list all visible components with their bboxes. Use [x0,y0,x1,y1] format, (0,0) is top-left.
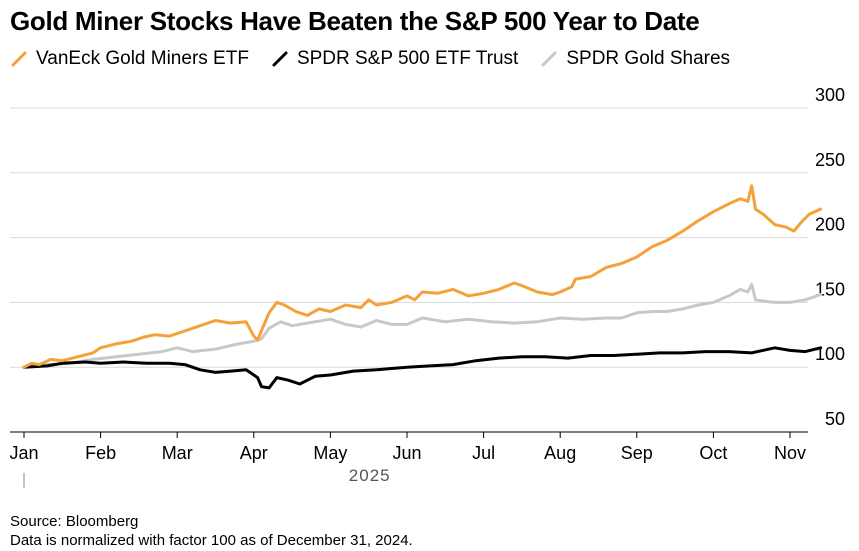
y-tick-label-200: 200 [815,215,845,235]
legend-item-gold-shares: SPDR Gold Shares [540,48,730,70]
series-line-gold-shares [22,282,823,369]
series-line-sp500 [22,346,823,390]
legend: VanEck Gold Miners ETF SPDR S&P 500 ETF … [10,46,752,72]
x-tick-label-jul: Jul [472,443,495,463]
legend-label-gold-shares: SPDR Gold Shares [566,48,731,69]
series-line-gold-miners [22,184,823,369]
x-tick-label-oct: Oct [699,443,727,463]
x-axis-year-label: 2025 [349,466,391,485]
y-tick-label-150: 150 [815,279,845,299]
x-tick-label-aug: Aug [544,443,576,463]
legend-label-gold-miners: VanEck Gold Miners ETF [36,48,249,69]
line-chart: 50 100 150 200 250 300 Jan Feb Mar Apr May Jun Jul Au… [9,85,845,488]
y-tick-label-250: 250 [815,150,845,170]
x-tick-label-may: May [313,443,347,463]
x-tick-label-sep: Sep [621,443,653,463]
legend-swatch-sp500 [272,51,288,67]
source-note: Source: Bloomberg [10,513,139,530]
x-tick-label-nov: Nov [774,443,806,463]
chart-title: Gold Miner Stocks Have Beaten the S&P 50… [10,6,700,36]
y-tick-label-300: 300 [815,85,845,105]
legend-swatch-gold-shares [541,51,557,67]
legend-label-sp500: SPDR S&P 500 ETF Trust [296,48,519,69]
y-tick-label-50: 50 [825,409,845,429]
x-tick-label-jan: Jan [9,443,38,463]
legend-swatch-gold-miners [11,51,27,67]
x-tick-label-mar: Mar [162,443,193,463]
legend-item-gold-miners: VanEck Gold Miners ETF [10,48,249,70]
x-tick-label-jun: Jun [392,443,421,463]
y-tick-label-100: 100 [815,344,845,364]
legend-item-sp500: SPDR S&P 500 ETF Trust [271,48,518,70]
normalization-note: Data is normalized with factor 100 as of… [10,532,413,549]
x-tick-label-feb: Feb [85,443,116,463]
x-tick-label-apr: Apr [240,443,268,463]
